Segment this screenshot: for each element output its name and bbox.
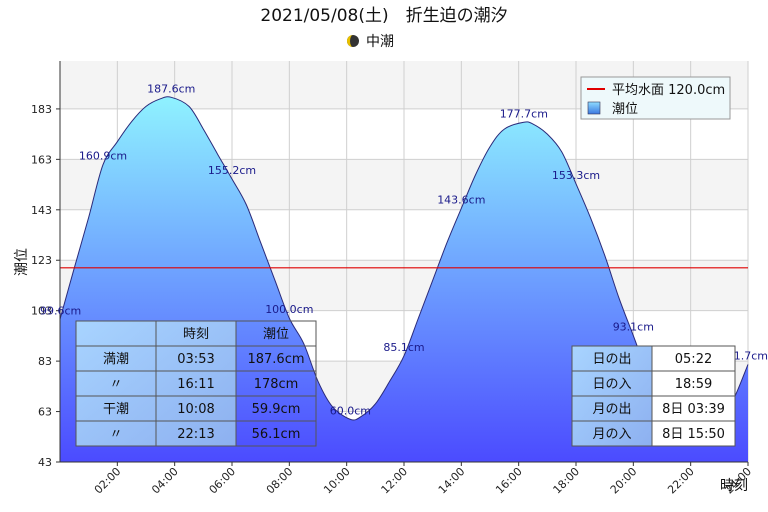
legend-label-mean: 平均水面 120.0cm <box>612 83 725 98</box>
x-tick-label: 06:00 <box>207 465 239 497</box>
data-label: 81.7cm <box>727 349 768 362</box>
moon-light-icon <box>347 35 353 47</box>
data-label: 93.1cm <box>613 321 654 334</box>
sun-moon-cell: 日の入 <box>592 377 631 392</box>
tide-table-cell: 潮位 <box>263 327 289 342</box>
legend: 平均水面 120.0cm 潮位 <box>580 76 731 120</box>
sun-moon-cell: 8日 03:39 <box>662 402 725 417</box>
chart-subtitle: 中潮 <box>366 34 394 50</box>
tide-table-cell: 〃 <box>109 377 122 392</box>
tide-table-cell: 10:08 <box>177 402 214 417</box>
x-tick-label: 12:00 <box>379 465 411 497</box>
y-tick-label: 163 <box>31 153 52 166</box>
data-label: 143.6cm <box>437 193 485 206</box>
legend-box <box>580 76 731 120</box>
x-axis-label: 時刻 <box>720 478 748 494</box>
tide-table-cell: 178cm <box>254 377 299 392</box>
x-tick-label: 10:00 <box>321 465 353 497</box>
sun-moon-cell: 05:22 <box>675 352 712 367</box>
sun-moon-cell: 日の出 <box>592 352 631 367</box>
data-label: 153.3cm <box>552 169 600 182</box>
tide-table-cell: 187.6cm <box>247 352 304 367</box>
y-tick-label: 103 <box>31 305 52 318</box>
tide-table-cell: 16:11 <box>177 377 214 392</box>
tide-table-cell: 56.1cm <box>252 427 301 442</box>
tide-table-cell: 干潮 <box>103 402 129 417</box>
y-tick-label: 63 <box>38 406 52 419</box>
legend-label-tide: 潮位 <box>612 102 638 117</box>
tide-table-cell: 59.9cm <box>252 402 301 417</box>
y-axis-label: 潮位 <box>14 248 30 276</box>
plot-area: 43 63 83 103 123 143 163 183 02:00 04:00 06:00 08:0… <box>31 61 768 497</box>
chart-title: 2021/05/08(土) 折生迫の潮汐 <box>260 6 507 26</box>
subtitle-group: 中潮 <box>347 34 394 50</box>
y-tick-label: 123 <box>31 254 52 267</box>
data-label: 60.0cm <box>330 404 371 417</box>
data-label: 85.1cm <box>383 341 424 354</box>
tide-table-cell: 03:53 <box>177 352 214 367</box>
data-label: 99.6cm <box>40 304 81 317</box>
tide-table-cell: 時刻 <box>183 327 209 342</box>
y-tick-label: 183 <box>31 103 52 116</box>
sun-moon-table: 日の出 05:22 日の入 18:59 月の出 8日 03:39 月の入 8日 15:50 <box>571 345 736 447</box>
data-label: 160.9cm <box>79 150 127 163</box>
tide-line <box>59 96 749 431</box>
x-tick-label: 04:00 <box>149 465 181 497</box>
tide-table-cell: 22:13 <box>177 427 214 442</box>
tide-table-cell: 満潮 <box>103 352 129 367</box>
data-label: 155.2cm <box>208 164 256 177</box>
tide-table-border <box>75 320 317 447</box>
x-tick-label: 08:00 <box>264 465 296 497</box>
data-label: 100.0cm <box>265 303 313 316</box>
sun-moon-cell: 月の出 <box>592 402 631 417</box>
data-label: 177.7cm <box>500 107 548 120</box>
x-tick-label: 18:00 <box>551 465 583 497</box>
sun-moon-cell: 18:59 <box>675 377 712 392</box>
y-tick-label: 143 <box>31 204 52 217</box>
y-tick-label: 43 <box>38 456 52 469</box>
x-tick-label: 14:00 <box>436 465 468 497</box>
x-tick-label: 16:00 <box>493 465 525 497</box>
x-tick-label: 02:00 <box>92 465 124 497</box>
legend-swatch-tide <box>587 101 601 115</box>
x-tick-label: 20:00 <box>608 465 640 497</box>
y-tick-label: 83 <box>38 355 52 368</box>
tide-table-cell: 〃 <box>109 427 122 442</box>
data-label: 187.6cm <box>147 82 195 95</box>
sun-moon-cell: 8日 15:50 <box>662 427 725 442</box>
x-tick-label: 22:00 <box>665 465 697 497</box>
sun-moon-cell: 月の入 <box>592 427 631 442</box>
